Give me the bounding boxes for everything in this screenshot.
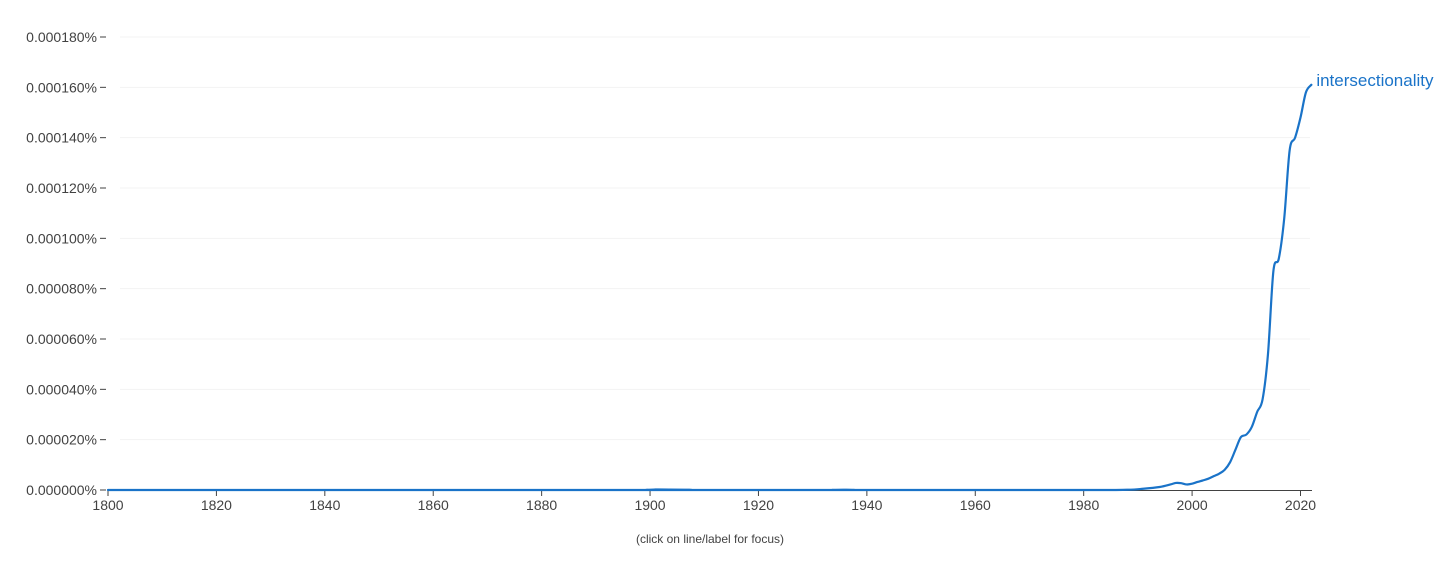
x-tick-label: 1980 (1068, 497, 1099, 513)
y-tick-label: 0.000080% (26, 281, 97, 297)
x-tick-label: 2020 (1285, 497, 1316, 513)
x-tick-label: 1920 (743, 497, 774, 513)
x-tick-label: 1880 (526, 497, 557, 513)
y-tick-label: 0.000160% (26, 79, 97, 95)
y-tick-label: 0.000020% (26, 432, 97, 448)
y-tick-label: 0.000060% (26, 331, 97, 347)
focus-hint: (click on line/label for focus) (636, 532, 784, 546)
x-tick-label: 1840 (309, 497, 340, 513)
x-tick-label: 1860 (418, 497, 449, 513)
grid-layer (120, 36, 1310, 441)
y-tick-label: 0.000100% (26, 230, 97, 246)
y-tick-label: 0.000040% (26, 381, 97, 397)
x-axis: 1800 1820 1840 1860 1880 1900 1920 1940 1960 1980… (92, 490, 1316, 513)
x-tick-label: 1900 (634, 497, 665, 513)
y-tick-label: 0.000000% (26, 482, 97, 498)
y-tick-label: 0.000120% (26, 180, 97, 196)
y-tick-label: 0.000140% (26, 130, 97, 146)
y-axis: 0.000000% 0.000020% 0.000040% 0.000060% 0.00… (26, 29, 106, 498)
series-label[interactable]: intersectionality (1316, 71, 1434, 90)
series-layer: intersectionality (106, 71, 1434, 492)
x-tick-label: 1960 (960, 497, 991, 513)
y-tick-label: 0.000180% (26, 29, 97, 45)
series-line-intersectionality[interactable] (106, 83, 1313, 492)
x-tick-label: 2000 (1177, 497, 1208, 513)
x-tick-label: 1800 (92, 497, 123, 513)
x-tick-label: 1940 (851, 497, 882, 513)
x-tick-label: 1820 (201, 497, 232, 513)
